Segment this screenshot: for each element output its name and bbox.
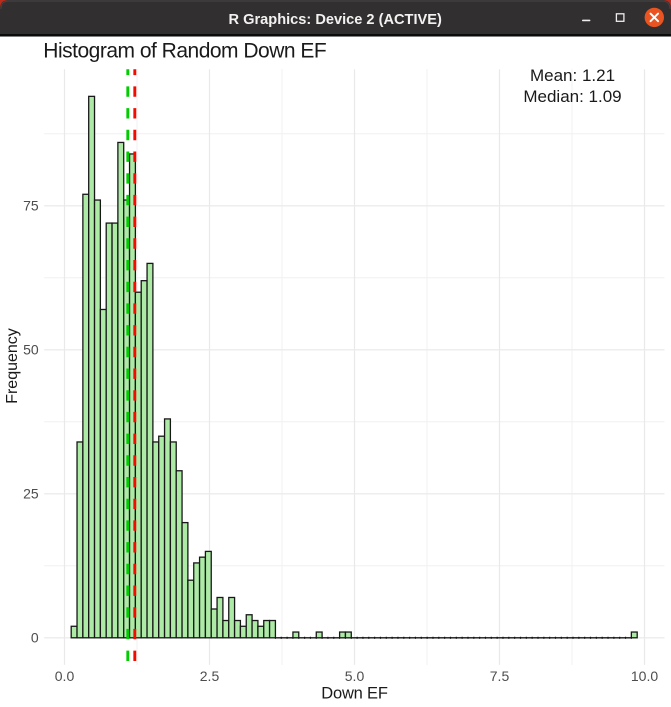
svg-text:2.5: 2.5	[200, 668, 220, 684]
svg-text:0: 0	[31, 630, 39, 646]
svg-text:Histogram of Random Down EF: Histogram of Random Down EF	[43, 39, 326, 62]
svg-text:25: 25	[23, 486, 39, 502]
svg-text:Median: 1.09: Median: 1.09	[523, 87, 621, 106]
svg-text:Frequency: Frequency	[4, 328, 21, 404]
svg-text:Down EF: Down EF	[321, 684, 388, 702]
svg-text:5.0: 5.0	[345, 668, 365, 684]
svg-text:10.0: 10.0	[631, 668, 658, 684]
svg-text:Mean: 1.21: Mean: 1.21	[530, 66, 615, 85]
svg-text:50: 50	[23, 342, 39, 358]
svg-text:R Graphics: Device 2 (ACTIVE): R Graphics: Device 2 (ACTIVE)	[229, 12, 442, 28]
svg-text:7.5: 7.5	[490, 668, 510, 684]
svg-text:75: 75	[23, 198, 39, 214]
svg-text:0.0: 0.0	[55, 668, 75, 684]
